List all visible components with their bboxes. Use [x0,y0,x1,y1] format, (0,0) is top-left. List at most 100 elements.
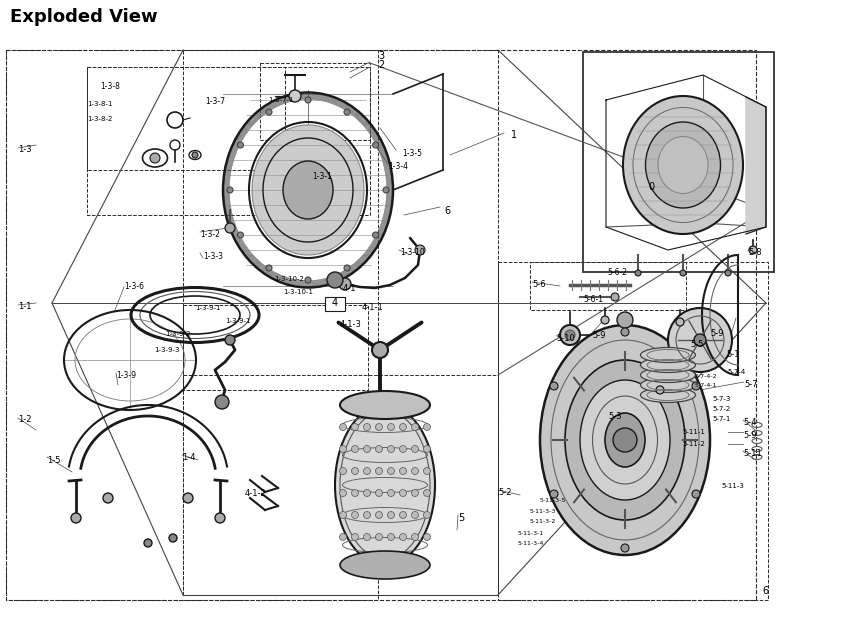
Text: 5-11-1: 5-11-1 [682,429,705,435]
Circle shape [424,512,431,519]
Circle shape [387,445,394,452]
Text: 6: 6 [444,206,450,216]
Text: 0: 0 [648,182,654,192]
Bar [583,52,774,272]
Text: 5-7-4-1: 5-7-4-1 [695,383,717,388]
Ellipse shape [640,367,695,383]
Text: 4-1-1: 4-1-1 [362,303,384,312]
Circle shape [225,223,235,233]
Bar [6,50,756,600]
Text: 1: 1 [511,130,517,140]
Circle shape [238,142,244,148]
Circle shape [399,468,406,475]
Circle shape [192,152,198,158]
Circle shape [411,445,419,452]
Circle shape [424,489,431,496]
Circle shape [364,445,371,452]
Circle shape [351,512,359,519]
Circle shape [305,277,311,283]
Text: 5-11-3: 5-11-3 [721,483,744,489]
Ellipse shape [640,378,695,392]
Ellipse shape [623,96,743,234]
Circle shape [327,272,343,288]
Circle shape [71,513,81,523]
Circle shape [635,270,641,276]
Ellipse shape [252,125,364,255]
Circle shape [238,232,244,238]
Circle shape [399,533,406,540]
Text: 5-5: 5-5 [690,340,704,349]
Bar [498,262,768,600]
Text: 5-6-1: 5-6-1 [583,295,603,304]
Circle shape [692,382,700,390]
Circle shape [364,468,371,475]
Text: 1-3-8: 1-3-8 [100,82,120,91]
Circle shape [351,424,359,431]
Text: 5: 5 [458,513,464,523]
Circle shape [103,493,113,503]
Circle shape [415,245,425,255]
Text: 6: 6 [762,586,768,596]
Text: 5-11: 5-11 [743,449,761,458]
Bar [183,305,368,390]
Ellipse shape [640,387,695,403]
Circle shape [266,109,272,115]
Circle shape [364,489,371,496]
Text: 5-1: 5-1 [726,350,739,359]
Circle shape [424,445,431,452]
Circle shape [351,468,359,475]
Circle shape [339,468,347,475]
Text: 5-4: 5-4 [743,418,756,427]
Text: 1-3-5: 1-3-5 [402,149,422,158]
Circle shape [339,278,351,290]
Ellipse shape [645,122,721,208]
Polygon shape [746,97,766,234]
Text: 5-6-2: 5-6-2 [607,268,627,277]
Text: 5-11-3-5: 5-11-3-5 [540,498,566,503]
Bar [6,50,378,600]
Ellipse shape [340,551,430,579]
Circle shape [372,342,388,358]
Ellipse shape [335,405,435,565]
Circle shape [680,270,686,276]
Ellipse shape [340,391,430,419]
Text: 5-11-3-2: 5-11-3-2 [530,519,557,524]
Circle shape [372,232,378,238]
Text: 5-7-4: 5-7-4 [727,369,745,375]
Circle shape [376,424,382,431]
Text: 1-3-10-2: 1-3-10-2 [274,276,304,282]
Text: 4: 4 [332,298,338,308]
Circle shape [387,424,394,431]
Text: 5-7: 5-7 [744,380,758,389]
Circle shape [376,445,382,452]
Circle shape [225,335,235,345]
Circle shape [339,489,347,496]
Circle shape [411,424,419,431]
Circle shape [339,424,347,431]
Circle shape [351,489,359,496]
Text: 5-11-3-4: 5-11-3-4 [518,541,544,546]
Circle shape [692,490,700,498]
Text: 1-3-4: 1-3-4 [388,162,408,171]
Circle shape [387,512,394,519]
Circle shape [424,533,431,540]
Circle shape [364,512,371,519]
Text: 1-3-9-3: 1-3-9-3 [154,347,179,353]
Circle shape [621,328,629,336]
Circle shape [387,489,394,496]
Circle shape [565,330,575,340]
Circle shape [424,468,431,475]
Text: 5-9: 5-9 [743,431,756,440]
Text: 1-3-9-2: 1-3-9-2 [165,331,190,337]
Bar [87,67,285,170]
Circle shape [411,512,419,519]
Circle shape [399,445,406,452]
Text: 1-3-9: 1-3-9 [116,371,136,380]
Text: 1-3-8-2: 1-3-8-2 [87,116,113,122]
Circle shape [289,90,301,102]
Text: 5-3: 5-3 [608,412,622,421]
Text: 1-3-10-1: 1-3-10-1 [283,289,313,295]
Text: 3: 3 [378,51,384,61]
Circle shape [399,424,406,431]
Circle shape [227,187,233,193]
